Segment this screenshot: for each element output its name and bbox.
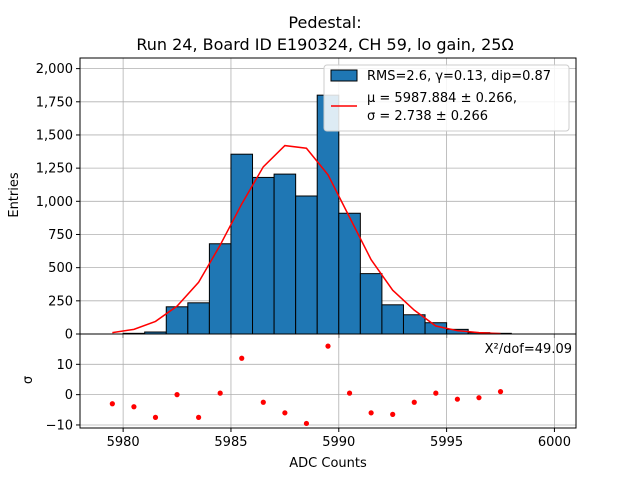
residual-point: [325, 343, 331, 349]
legend-bar-swatch: [330, 69, 358, 82]
chart-title-line1: Pedestal:: [288, 13, 361, 32]
x-tick-label: 5980: [107, 435, 140, 450]
residual-point: [303, 420, 310, 427]
residual-point: [260, 399, 266, 405]
histogram-bar: [402, 314, 426, 335]
legend: RMS=2.6, γ=0.13, dip=0.87 μ = 5987.884 ±…: [323, 64, 570, 132]
residual-point: [411, 399, 417, 405]
residual-point: [476, 395, 482, 401]
chart-title-line2: Run 24, Board ID E190324, CH 59, lo gain…: [136, 35, 513, 54]
y-tick-label: 0: [65, 388, 73, 403]
y-tick-label: 250: [48, 294, 73, 309]
residual-panel: −10 0 10 5980 5985 5990 5995 6000: [46, 333, 577, 450]
residual-point: [497, 389, 504, 395]
x-tick-label: 5995: [430, 435, 463, 450]
y-tick-label: 1,500: [36, 128, 73, 143]
y-axis-label-bottom: σ: [21, 376, 36, 384]
x-tick-label: 5985: [214, 435, 247, 450]
histogram-bar: [359, 273, 383, 335]
residual-point: [152, 414, 159, 420]
y-tick-label: 10: [56, 358, 73, 373]
histogram-bar: [273, 173, 297, 335]
y-tick-label: 1,750: [36, 95, 73, 110]
residual-point: [282, 410, 288, 416]
residual-point: [368, 410, 374, 416]
residual-frame: [79, 333, 577, 429]
residual-point: [217, 390, 223, 396]
residual-point: [109, 401, 115, 407]
y-tick-label: 1,250: [36, 162, 73, 177]
legend-fit-label-line1: μ = 5987.884 ± 0.266,: [367, 91, 517, 106]
x-tick-label: 6000: [538, 435, 571, 450]
histogram-bar: [295, 195, 318, 335]
legend-box: [323, 64, 570, 132]
residual-point: [454, 396, 460, 402]
residual-point: [390, 411, 396, 417]
chi2-annotation: X²/dof=49.09: [485, 342, 572, 357]
histogram-panel: 0 250 500 750 1,000 1,250 1,500 1,750 2,000: [36, 57, 577, 343]
histogram-bar: [381, 304, 404, 335]
residual-point: [433, 390, 439, 396]
x-tick-label: 5990: [322, 435, 355, 450]
y-tick-label: 2,000: [36, 62, 73, 77]
gaussian-fit-line: [112, 144, 501, 335]
residual-point: [196, 414, 202, 420]
residual-x-ticks: 5980 5985 5990 5995 6000: [107, 428, 571, 450]
x-axis-label: ADC Counts: [289, 456, 367, 471]
residual-grid: [80, 334, 576, 428]
residual-point: [131, 404, 137, 410]
residual-point: [174, 392, 180, 398]
legend-fit-label-line2: σ = 2.738 ± 0.266: [367, 109, 488, 124]
residual-point: [239, 355, 245, 361]
residual-y-ticks: −10 0 10: [46, 358, 80, 433]
residual-point: [346, 390, 353, 396]
residual-points: [109, 343, 504, 427]
histogram-bar: [187, 302, 210, 335]
y-axis-label-top: Entries: [7, 172, 22, 218]
y-tick-label: −10: [46, 418, 73, 433]
histogram-y-ticks: 0 250 500 750 1,000 1,250 1,500 1,750 2,000: [36, 62, 80, 343]
y-tick-label: 0: [65, 328, 73, 343]
histogram-bar: [230, 153, 254, 335]
y-tick-label: 500: [48, 261, 73, 276]
y-tick-label: 750: [48, 228, 73, 243]
histogram-bar: [252, 176, 275, 335]
legend-hist-label: RMS=2.6, γ=0.13, dip=0.87: [367, 69, 551, 84]
y-tick-label: 1,000: [36, 195, 73, 210]
